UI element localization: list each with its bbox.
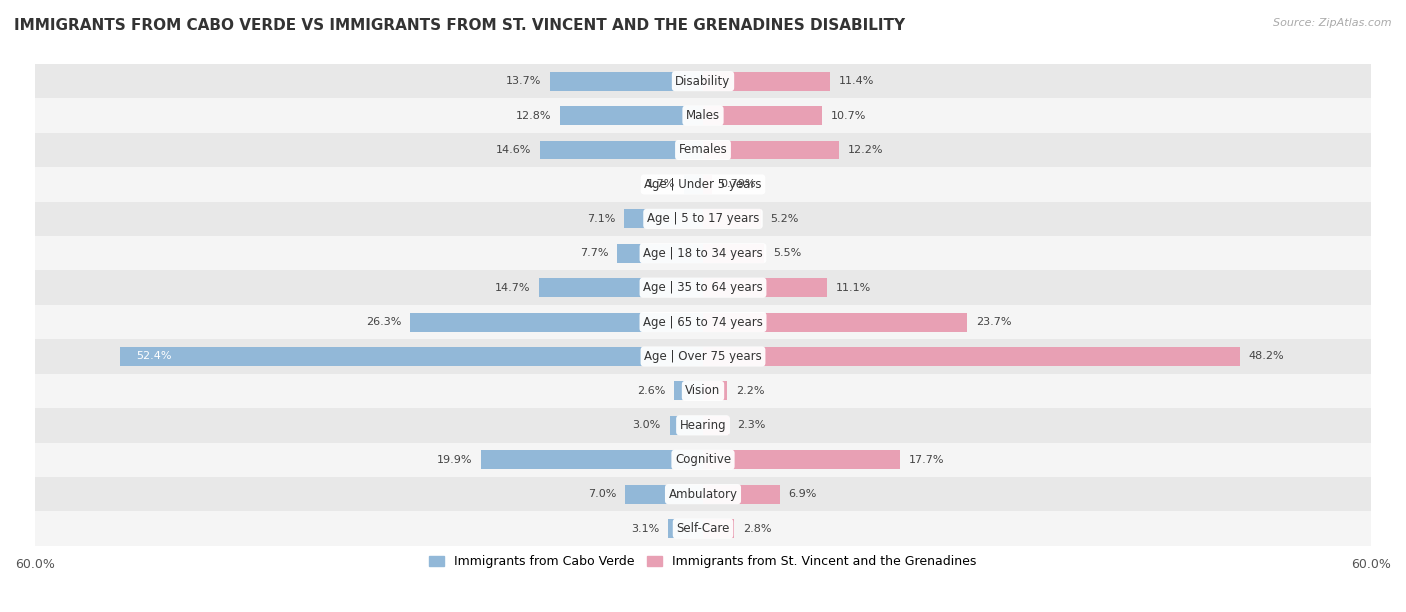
Bar <box>703 485 780 504</box>
Bar <box>703 347 1240 366</box>
Text: 2.3%: 2.3% <box>738 420 766 430</box>
Text: 11.1%: 11.1% <box>835 283 870 293</box>
Text: Source: ZipAtlas.com: Source: ZipAtlas.com <box>1274 18 1392 28</box>
Bar <box>703 209 761 228</box>
Text: Vision: Vision <box>685 384 721 397</box>
Text: 7.1%: 7.1% <box>586 214 614 224</box>
Text: 6.9%: 6.9% <box>789 489 817 499</box>
Text: 3.1%: 3.1% <box>631 524 659 534</box>
Bar <box>481 450 703 469</box>
Text: 2.2%: 2.2% <box>737 386 765 396</box>
Text: 52.4%: 52.4% <box>136 351 172 362</box>
Bar <box>35 133 1371 167</box>
Text: 17.7%: 17.7% <box>910 455 945 465</box>
Bar <box>540 141 703 160</box>
Bar <box>703 416 728 435</box>
Bar <box>35 271 1371 305</box>
Text: Age | Over 75 years: Age | Over 75 years <box>644 350 762 363</box>
Text: Age | Under 5 years: Age | Under 5 years <box>644 178 762 191</box>
Bar <box>624 209 703 228</box>
Text: 2.6%: 2.6% <box>637 386 665 396</box>
Bar <box>617 244 703 263</box>
Bar <box>35 339 1371 374</box>
Bar <box>703 450 900 469</box>
Text: Age | 65 to 74 years: Age | 65 to 74 years <box>643 316 763 329</box>
Text: Cognitive: Cognitive <box>675 453 731 466</box>
Bar <box>703 244 765 263</box>
Bar <box>120 347 703 366</box>
Bar <box>35 236 1371 271</box>
Text: 12.8%: 12.8% <box>516 111 551 121</box>
Text: Age | 5 to 17 years: Age | 5 to 17 years <box>647 212 759 225</box>
Text: Disability: Disability <box>675 75 731 88</box>
Bar <box>703 72 830 91</box>
Bar <box>668 519 703 538</box>
Bar <box>703 313 967 332</box>
Bar <box>411 313 703 332</box>
Bar <box>35 64 1371 99</box>
Bar <box>35 167 1371 201</box>
Text: Hearing: Hearing <box>679 419 727 432</box>
Bar <box>561 106 703 125</box>
Text: IMMIGRANTS FROM CABO VERDE VS IMMIGRANTS FROM ST. VINCENT AND THE GRENADINES DIS: IMMIGRANTS FROM CABO VERDE VS IMMIGRANTS… <box>14 18 905 34</box>
Bar <box>35 477 1371 512</box>
Bar <box>35 408 1371 442</box>
Bar <box>35 201 1371 236</box>
Bar <box>685 175 703 194</box>
Bar <box>703 381 727 400</box>
Text: 7.0%: 7.0% <box>588 489 616 499</box>
Text: 3.0%: 3.0% <box>633 420 661 430</box>
Text: 2.8%: 2.8% <box>744 524 772 534</box>
Text: Ambulatory: Ambulatory <box>668 488 738 501</box>
Text: 0.79%: 0.79% <box>721 179 756 190</box>
Bar <box>35 374 1371 408</box>
Text: Females: Females <box>679 143 727 157</box>
Bar <box>35 99 1371 133</box>
Legend: Immigrants from Cabo Verde, Immigrants from St. Vincent and the Grenadines: Immigrants from Cabo Verde, Immigrants f… <box>425 550 981 573</box>
Text: 13.7%: 13.7% <box>506 76 541 86</box>
Bar <box>626 485 703 504</box>
Bar <box>703 175 711 194</box>
Text: 7.7%: 7.7% <box>579 248 609 258</box>
Bar <box>673 381 703 400</box>
Bar <box>703 141 839 160</box>
Bar <box>703 278 827 297</box>
Text: 5.5%: 5.5% <box>773 248 801 258</box>
Text: 10.7%: 10.7% <box>831 111 866 121</box>
Text: 11.4%: 11.4% <box>839 76 875 86</box>
Bar <box>703 106 823 125</box>
Text: 26.3%: 26.3% <box>366 317 401 327</box>
Text: 12.2%: 12.2% <box>848 145 883 155</box>
Bar <box>540 278 703 297</box>
Text: Age | 35 to 64 years: Age | 35 to 64 years <box>643 281 763 294</box>
Text: Self-Care: Self-Care <box>676 522 730 535</box>
Bar <box>35 512 1371 546</box>
Bar <box>35 442 1371 477</box>
Text: 48.2%: 48.2% <box>1249 351 1284 362</box>
Bar <box>551 72 703 91</box>
Text: 14.7%: 14.7% <box>495 283 530 293</box>
Text: 23.7%: 23.7% <box>976 317 1011 327</box>
Bar <box>703 519 734 538</box>
Bar <box>669 416 703 435</box>
Text: 14.6%: 14.6% <box>496 145 531 155</box>
Text: 5.2%: 5.2% <box>770 214 799 224</box>
Text: 19.9%: 19.9% <box>437 455 472 465</box>
Text: Age | 18 to 34 years: Age | 18 to 34 years <box>643 247 763 259</box>
Text: 1.7%: 1.7% <box>647 179 675 190</box>
Text: Males: Males <box>686 109 720 122</box>
Bar <box>35 305 1371 339</box>
